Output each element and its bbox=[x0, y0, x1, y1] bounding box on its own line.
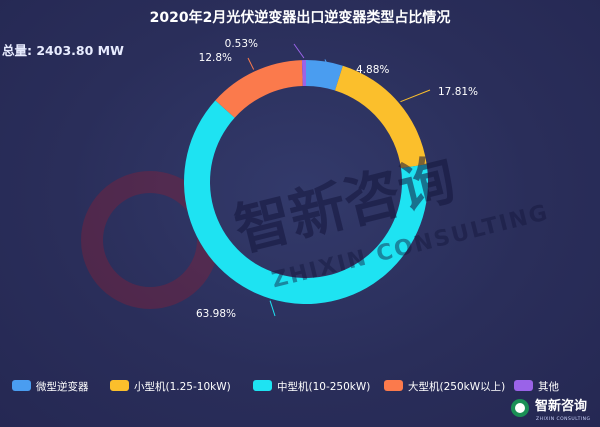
data-label: 63.98% bbox=[196, 308, 236, 320]
legend-swatch bbox=[12, 380, 31, 391]
donut-slice bbox=[301, 60, 306, 87]
legend-label: 小型机(1.25-10kW) bbox=[134, 380, 231, 393]
leader-line bbox=[400, 89, 431, 103]
legend-label: 其他 bbox=[538, 380, 559, 393]
donut-slice bbox=[183, 100, 428, 305]
chart-title: 2020年2月光伏逆变器出口逆变器类型占比情况 bbox=[150, 9, 451, 26]
brand-name-en: ZHIXIN CONSULTING bbox=[536, 416, 591, 422]
donut-slice bbox=[306, 60, 343, 91]
legend-swatch bbox=[110, 380, 129, 391]
legend-swatch bbox=[514, 380, 533, 391]
legend-item[interactable]: 微型逆变器 bbox=[12, 380, 89, 393]
data-label: 12.8% bbox=[199, 52, 232, 64]
legend-item[interactable]: 其他 bbox=[514, 380, 559, 393]
donut-slice bbox=[334, 65, 427, 169]
brand-logo: 智新咨询 ZHIXIN CONSULTING bbox=[511, 398, 591, 422]
data-label: 0.53% bbox=[225, 38, 258, 50]
legend-item[interactable]: 大型机(250kW以上) bbox=[384, 380, 505, 393]
watermark: 智新咨询 ZHIXIN CONSULTING bbox=[229, 147, 552, 294]
donut-slice bbox=[215, 60, 303, 118]
leader-line bbox=[324, 59, 331, 71]
leader-line bbox=[293, 43, 305, 59]
leader-line bbox=[269, 300, 276, 317]
legend-swatch bbox=[384, 380, 403, 391]
data-label: 17.81% bbox=[438, 86, 478, 98]
legend-label: 中型机(10-250kW) bbox=[277, 380, 370, 393]
legend-label: 大型机(250kW以上) bbox=[408, 380, 505, 393]
donut-segments bbox=[183, 60, 428, 305]
legend-item[interactable]: 小型机(1.25-10kW) bbox=[110, 380, 231, 393]
brand-name-cn: 智新咨询 bbox=[535, 398, 587, 414]
legend-swatch bbox=[253, 380, 272, 391]
leader-line bbox=[247, 57, 255, 70]
data-labels: 4.88% 17.81% 63.98% 12.8% 0.53% bbox=[196, 38, 478, 320]
legend-item[interactable]: 中型机(10-250kW) bbox=[253, 380, 370, 393]
total-label: 总量: 2403.80 MW bbox=[2, 43, 124, 58]
legend: 微型逆变器 小型机(1.25-10kW) 中型机(10-250kW) 大型机(250k… bbox=[12, 380, 559, 393]
data-label: 4.88% bbox=[356, 64, 389, 76]
legend-label: 微型逆变器 bbox=[36, 380, 89, 393]
